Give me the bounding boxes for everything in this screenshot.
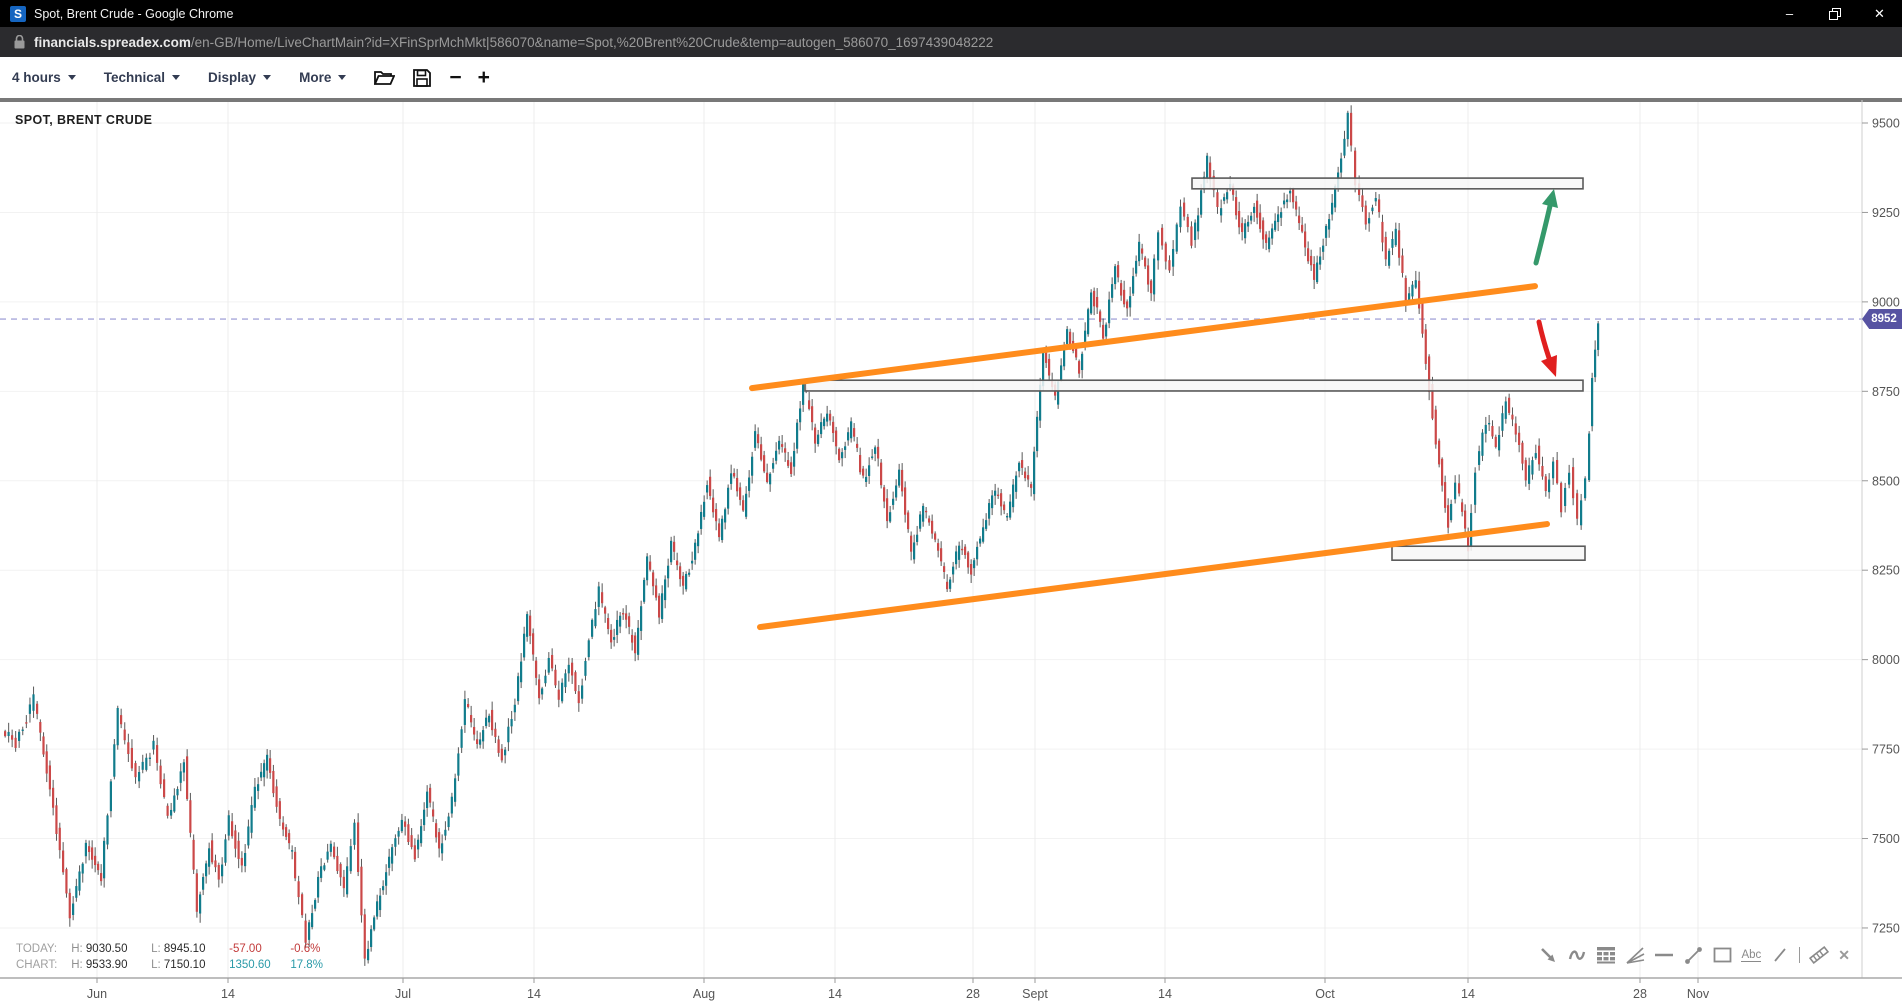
chart-low: 7150.10 xyxy=(163,959,206,971)
lock-icon xyxy=(14,35,25,49)
arrow-tool-icon[interactable] xyxy=(1538,945,1558,965)
svg-text:Sept: Sept xyxy=(1022,987,1048,1001)
high-label: H: xyxy=(71,943,83,955)
drawing-toolbar: Abc ✕ xyxy=(1538,945,1850,965)
trend-line-tool-icon[interactable] xyxy=(1683,945,1703,965)
today-high: 9030.50 xyxy=(85,943,128,955)
svg-text:9000: 9000 xyxy=(1872,295,1900,309)
fib-grid-tool-icon[interactable] xyxy=(1596,945,1616,965)
price-chart[interactable]: 9500 9250 9000 8750 8500 8250 8000 7750 7500 7250… xyxy=(0,100,1902,1001)
svg-text:Aug: Aug xyxy=(693,987,715,1001)
restore-icon xyxy=(1828,7,1841,20)
fan-lines-tool-icon[interactable] xyxy=(1625,945,1645,965)
chart-change-pct: 17.8% xyxy=(290,959,323,971)
minimize-button[interactable]: – xyxy=(1785,6,1794,21)
today-change: -57.00 xyxy=(229,943,262,955)
chart-toolbar: 4 hours Technical Display More − + xyxy=(0,57,1902,100)
save-chart-button[interactable] xyxy=(413,68,432,87)
svg-text:Nov: Nov xyxy=(1687,987,1710,1001)
current-price-badge: 8952 xyxy=(1862,309,1902,329)
low-label: L: xyxy=(151,959,161,971)
symbol-label: SPOT, BRENT CRUDE xyxy=(15,113,153,127)
more-label: More xyxy=(299,70,332,85)
window-title: Spot, Brent Crude - Google Chrome xyxy=(34,6,234,21)
stats-row-today: TODAY: H: 9030.50 L: 8945.10 -57.00 -0.6… xyxy=(16,941,334,957)
zoom-out-button[interactable]: − xyxy=(449,65,462,89)
url-bar[interactable]: financials.spreadex.com/en-GB/Home/LiveC… xyxy=(0,27,1902,57)
low-label: L: xyxy=(151,943,161,955)
url-path: /en-GB/Home/LiveChartMain?id=XFinSprMchM… xyxy=(190,34,994,50)
url-domain: financials.spreadex.com xyxy=(34,34,191,50)
svg-text:8500: 8500 xyxy=(1872,474,1900,488)
site-favicon: S xyxy=(10,5,26,22)
today-low: 8945.10 xyxy=(163,943,206,955)
today-change-pct: -0.6% xyxy=(290,943,321,955)
rectangle-tool-icon[interactable] xyxy=(1712,945,1732,965)
display-dropdown[interactable]: Display xyxy=(208,70,272,85)
svg-text:8250: 8250 xyxy=(1872,564,1900,578)
remove-drawings-icon[interactable]: ✕ xyxy=(1838,946,1850,963)
chevron-down-icon xyxy=(67,75,76,80)
svg-text:14: 14 xyxy=(1158,987,1172,1001)
zoom-in-button[interactable]: + xyxy=(477,65,490,89)
svg-text:Jul: Jul xyxy=(395,987,411,1001)
svg-text:14: 14 xyxy=(527,987,541,1001)
timeframe-dropdown[interactable]: 4 hours xyxy=(12,70,76,85)
save-icon xyxy=(413,68,432,87)
open-chart-button[interactable] xyxy=(374,69,396,86)
price-stats: TODAY: H: 9030.50 L: 8945.10 -57.00 -0.6… xyxy=(16,941,334,973)
chart-high: 9533.90 xyxy=(85,959,128,971)
svg-text:8000: 8000 xyxy=(1872,653,1900,667)
line-tool-icon[interactable] xyxy=(1770,945,1790,965)
chart-change: 1350.60 xyxy=(229,959,271,971)
chevron-down-icon xyxy=(172,75,181,80)
text-tool-icon[interactable]: Abc xyxy=(1741,948,1762,962)
svg-text:28: 28 xyxy=(966,987,980,1001)
svg-text:28: 28 xyxy=(1633,987,1647,1001)
svg-text:Oct: Oct xyxy=(1315,987,1335,1001)
svg-text:9250: 9250 xyxy=(1872,206,1900,220)
display-label: Display xyxy=(208,70,257,85)
chart-area: 9500 9250 9000 8750 8500 8250 8000 7750 7500 7250… xyxy=(0,100,1902,1001)
svg-text:Jun: Jun xyxy=(87,987,107,1001)
technical-label: Technical xyxy=(103,70,166,85)
curve-tool-icon[interactable] xyxy=(1567,945,1587,965)
svg-text:7250: 7250 xyxy=(1872,921,1900,935)
svg-text:8750: 8750 xyxy=(1872,385,1900,399)
stats-row-chart: CHART: H: 9533.90 L: 7150.10 1350.60 17.… xyxy=(16,957,334,973)
close-button[interactable]: ✕ xyxy=(1874,5,1885,21)
svg-text:14: 14 xyxy=(1461,987,1475,1001)
window-titlebar: S Spot, Brent Crude - Google Chrome – ✕ xyxy=(0,0,1902,27)
chevron-down-icon xyxy=(338,75,347,80)
technical-dropdown[interactable]: Technical xyxy=(103,70,181,85)
ruler-tool-icon[interactable] xyxy=(1809,945,1830,965)
chevron-down-icon xyxy=(263,75,272,80)
svg-text:7750: 7750 xyxy=(1872,743,1900,757)
url-text: financials.spreadex.com/en-GB/Home/LiveC… xyxy=(34,35,993,50)
vertical-line-tool-icon[interactable] xyxy=(1799,947,1801,963)
timeframe-label: 4 hours xyxy=(12,70,61,85)
svg-text:14: 14 xyxy=(221,987,235,1001)
svg-text:14: 14 xyxy=(828,987,842,1001)
today-label: TODAY: xyxy=(16,943,58,955)
svg-text:9500: 9500 xyxy=(1872,117,1900,131)
high-label: H: xyxy=(71,959,83,971)
horizontal-line-tool-icon[interactable] xyxy=(1654,945,1674,965)
more-dropdown[interactable]: More xyxy=(299,70,347,85)
chart-label: CHART: xyxy=(16,959,58,971)
restore-button[interactable] xyxy=(1812,0,1857,27)
svg-text:7500: 7500 xyxy=(1872,832,1900,846)
folder-open-icon xyxy=(374,71,396,85)
